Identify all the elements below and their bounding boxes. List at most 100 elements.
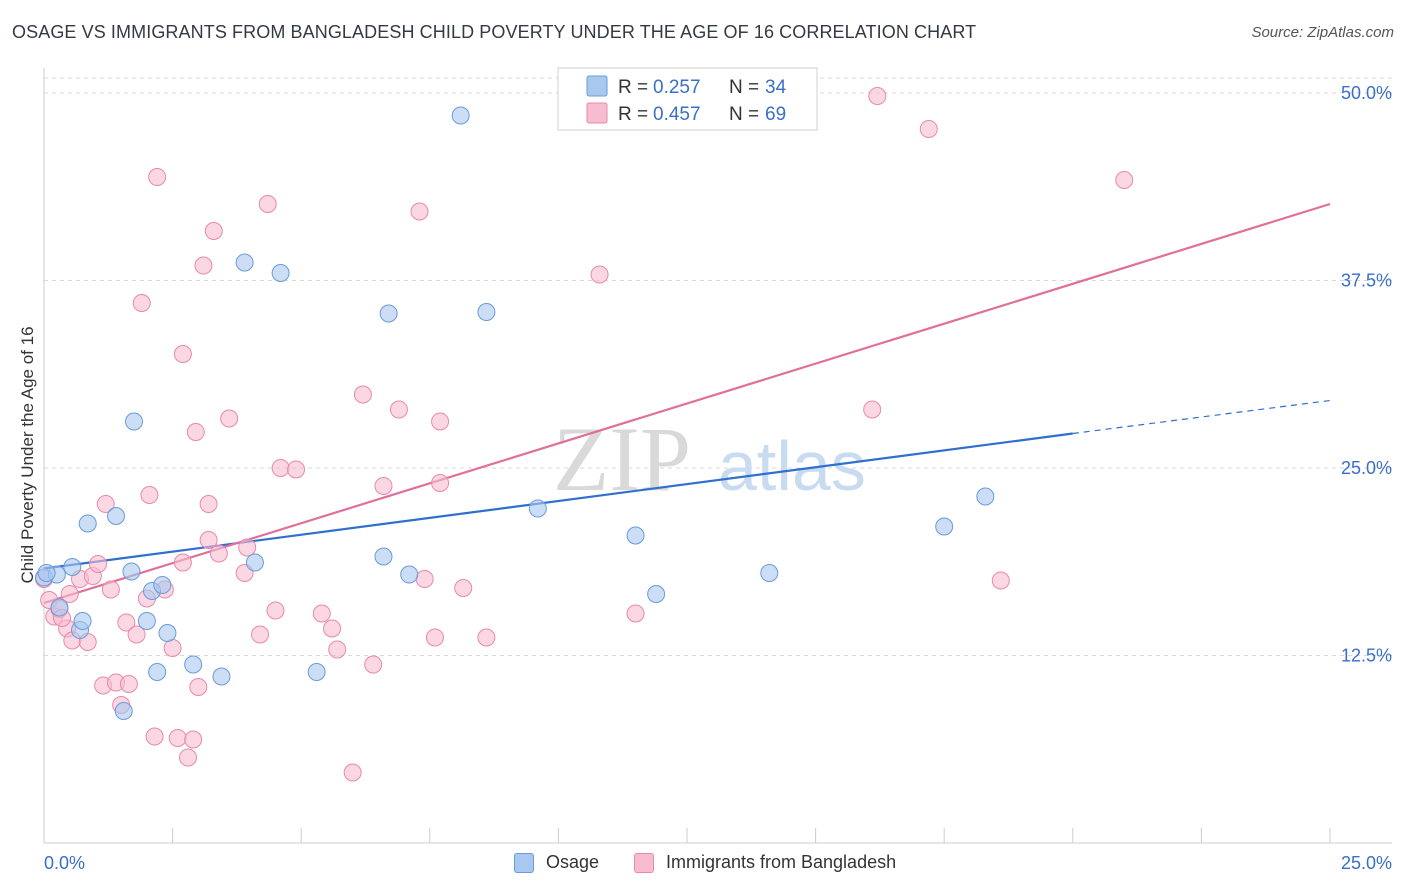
legend-item-bangladesh: Immigrants from Bangladesh xyxy=(634,852,896,873)
bangladesh-point xyxy=(590,265,609,284)
osage-point xyxy=(212,667,231,686)
osage-point xyxy=(235,253,254,272)
osage-point xyxy=(528,499,547,518)
y-tick-label: 37.5% xyxy=(1341,271,1392,291)
bangladesh-point xyxy=(186,423,205,441)
y-tick-label: 12.5% xyxy=(1341,646,1392,666)
osage-point xyxy=(125,412,144,431)
bangladesh-point xyxy=(184,730,203,749)
bangladesh-point xyxy=(145,727,164,746)
bottom-legend: Osage Immigrants from Bangladesh xyxy=(0,852,1406,878)
bangladesh-point xyxy=(204,222,223,240)
bangladesh-point xyxy=(179,748,198,767)
osage-point xyxy=(307,663,326,681)
bangladesh-point xyxy=(374,477,393,495)
y-tick-label: 50.0% xyxy=(1341,83,1392,103)
osage-point xyxy=(184,655,203,674)
bangladesh-point xyxy=(258,195,277,213)
osage-point xyxy=(760,564,779,582)
legend-box: R = 0.257 N = 34 R = 0.457 N = 69 xyxy=(557,67,818,131)
axes xyxy=(43,68,1392,844)
tick-labels: 12.5% 25.0% 37.5% 50.0% 0.0% 25.0% xyxy=(44,83,1392,873)
bangladesh-point xyxy=(863,400,882,419)
bangladesh-point xyxy=(431,412,450,431)
bangladesh-point xyxy=(251,625,270,644)
bangladesh-point xyxy=(163,639,182,657)
osage-swatch xyxy=(514,852,534,873)
bangladesh-point xyxy=(199,495,218,513)
legend-r-value-1: 0.257 xyxy=(653,77,701,98)
bangladesh-point xyxy=(173,345,192,363)
bangladesh-point xyxy=(287,460,306,479)
bangladesh-point xyxy=(271,459,290,477)
legend-swatch-bangladesh xyxy=(586,102,608,124)
osage-point xyxy=(114,702,133,720)
bangladesh-point xyxy=(89,555,108,573)
osage-point xyxy=(37,564,56,582)
bangladesh-point xyxy=(140,486,159,504)
bangladesh-point xyxy=(425,628,444,647)
osage-point xyxy=(78,514,97,533)
bangladesh-point xyxy=(477,628,496,647)
bangladesh-point xyxy=(117,613,136,632)
osage-point xyxy=(976,487,995,506)
osage-point xyxy=(451,106,470,125)
bangladesh-point xyxy=(868,87,887,105)
bangladesh-point xyxy=(431,474,450,492)
bangladesh-point xyxy=(312,604,331,623)
source-label: Source: ZipAtlas.com xyxy=(1251,24,1394,41)
bangladesh-point xyxy=(415,570,434,588)
osage-point xyxy=(148,663,167,681)
bangladesh-point xyxy=(328,640,347,659)
osage-point xyxy=(935,517,954,536)
bangladesh-point xyxy=(238,538,257,557)
x-tick-label: 0.0% xyxy=(44,853,85,873)
bangladesh-swatch xyxy=(634,852,654,873)
bangladesh-point xyxy=(626,604,645,623)
bangladesh-point xyxy=(60,585,79,603)
bangladesh-point xyxy=(919,120,938,138)
legend-n-label-1: N = xyxy=(729,77,764,98)
bangladesh-point xyxy=(127,625,146,644)
bangladesh-point xyxy=(454,579,473,597)
legend-n-value-2: 69 xyxy=(765,104,786,125)
data-points xyxy=(35,87,1134,782)
osage-point xyxy=(107,507,126,525)
bangladesh-point xyxy=(132,294,151,312)
bangladesh-point xyxy=(194,256,213,275)
bangladesh-point xyxy=(189,678,208,696)
bangladesh-point xyxy=(148,168,167,186)
y-tick-label: 25.0% xyxy=(1341,458,1392,478)
bangladesh-point xyxy=(323,619,342,638)
bangladesh-point xyxy=(173,553,192,572)
y-axis-label: Child Poverty Under the Age of 16 xyxy=(18,326,37,583)
bangladesh-point xyxy=(101,580,120,599)
bangladesh-point xyxy=(266,601,285,620)
legend-r-value-2: 0.457 xyxy=(653,104,701,125)
osage-point xyxy=(626,526,645,545)
osage-point xyxy=(63,558,82,576)
bangladesh-point xyxy=(96,495,115,513)
bangladesh-point xyxy=(199,531,218,549)
osage-point xyxy=(50,598,69,617)
osage-point xyxy=(400,565,419,584)
bangladesh-point xyxy=(220,409,239,428)
legend-r-label-2: R = xyxy=(618,104,653,125)
osage-point xyxy=(647,585,666,603)
osage-point xyxy=(245,553,264,572)
osage-point xyxy=(379,304,398,323)
watermark-atlas: atlas xyxy=(718,427,866,505)
osage-point xyxy=(271,264,290,282)
osage-point xyxy=(374,547,393,566)
bangladesh-point xyxy=(168,729,187,747)
osage-point xyxy=(477,303,496,321)
osage-point xyxy=(73,612,92,630)
legend-n-value-1: 34 xyxy=(765,77,787,98)
osage-point xyxy=(153,576,172,594)
legend-label-osage: Osage xyxy=(546,852,600,872)
bangladesh-point xyxy=(343,763,362,782)
bangladesh-point xyxy=(119,675,138,693)
bangladesh-point xyxy=(353,385,372,404)
bangladesh-point xyxy=(209,544,228,563)
